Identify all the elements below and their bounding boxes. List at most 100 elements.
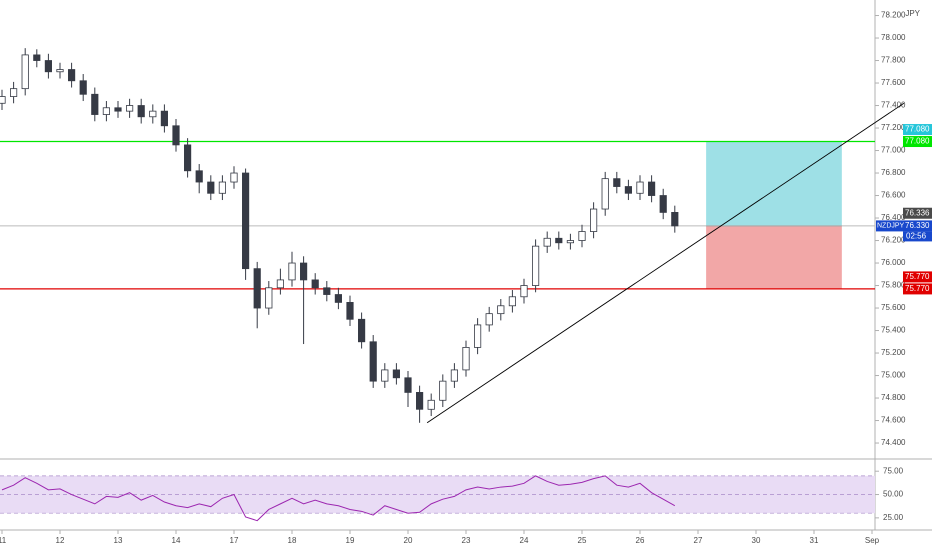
candle-body <box>427 399 435 410</box>
price-badge-text: 77.080 <box>905 125 930 134</box>
y-tick-label: 78.200 <box>881 11 906 20</box>
y-tick-label: 76.000 <box>881 258 906 267</box>
price-badge <box>903 271 932 283</box>
y-tick-label: 75.400 <box>881 326 906 335</box>
candle-body <box>276 279 284 289</box>
y-tick-label: 76.600 <box>881 191 906 200</box>
y-tick-label: 78.000 <box>881 33 906 42</box>
candle-body <box>671 212 679 227</box>
candle-body <box>613 178 621 187</box>
candle-body <box>79 80 87 95</box>
x-tick-label: 27 <box>694 536 703 545</box>
y-tick-label: 75.600 <box>881 303 906 312</box>
candle-body <box>91 93 99 115</box>
candle-body <box>0 96 6 104</box>
y-tick-label: 76.800 <box>881 168 906 177</box>
candle-body <box>590 208 598 232</box>
candle-body <box>532 245 540 286</box>
x-tick-label: 12 <box>56 536 65 545</box>
candle-body <box>474 324 482 348</box>
candle-body <box>218 181 226 194</box>
price-badge <box>903 124 932 136</box>
price-badge <box>903 283 932 295</box>
symbol-badge <box>876 220 903 232</box>
candle-body <box>44 60 52 73</box>
candle-body <box>242 172 250 270</box>
trendline <box>426 102 905 424</box>
candle-body <box>102 107 110 115</box>
candle-body <box>520 285 528 298</box>
candle-body <box>323 287 331 295</box>
candle-body <box>543 237 551 247</box>
currency-label: JPY <box>905 9 920 18</box>
y-tick-label: 77.400 <box>881 101 906 110</box>
y-tick-label: 50.00 <box>883 490 904 499</box>
y-tick-label: 75.200 <box>881 348 906 357</box>
x-tick-label: 13 <box>114 536 123 545</box>
rsi-line <box>1 475 676 522</box>
candle-body <box>311 279 319 289</box>
symbol-text: NZDJPY <box>877 223 905 230</box>
y-tick-label: 75.800 <box>881 281 906 290</box>
candle-body <box>33 54 41 61</box>
countdown-text: 02:56 <box>906 232 927 241</box>
x-tick-label: 30 <box>752 536 761 545</box>
x-tick-label: 19 <box>346 536 355 545</box>
candle-body <box>137 105 145 118</box>
candle-body <box>601 178 609 210</box>
candle-body <box>230 172 238 183</box>
x-tick-label: 25 <box>578 536 587 545</box>
candle-body <box>624 186 632 194</box>
x-tick-label: 23 <box>462 536 471 545</box>
candle-body <box>439 380 447 401</box>
profit-zone <box>706 141 842 226</box>
candle-body <box>346 302 354 320</box>
x-tick-label: 24 <box>520 536 529 545</box>
y-tick-label: 77.000 <box>881 146 906 155</box>
candle-body <box>68 69 76 82</box>
y-tick-label: 77.600 <box>881 78 906 87</box>
candle-body <box>149 110 157 118</box>
y-tick-label: 77.200 <box>881 123 906 132</box>
candle-body <box>392 369 400 379</box>
y-tick-label: 75.000 <box>881 371 906 380</box>
candle-body <box>497 305 505 315</box>
candle-body <box>358 318 366 343</box>
candle-body <box>160 110 168 127</box>
candle-body <box>300 262 308 281</box>
price-badge-text: 75.770 <box>905 284 930 293</box>
candle-body <box>659 195 667 213</box>
candle-body <box>404 377 412 393</box>
last-price-badge-text: 76.330 <box>905 221 930 230</box>
price-pane <box>0 48 875 423</box>
candle-body <box>566 240 574 244</box>
candle-body <box>450 369 458 382</box>
x-tick-label: 17 <box>230 536 239 545</box>
candle-body <box>10 88 18 97</box>
x-tick-label: 11 <box>0 536 7 545</box>
candle-body <box>207 181 215 194</box>
x-tick-label: 20 <box>404 536 413 545</box>
x-tick-label: 18 <box>288 536 297 545</box>
candle-body <box>253 268 261 309</box>
candle-body <box>369 341 377 382</box>
candle-body <box>126 105 134 112</box>
last-price-badge <box>903 220 932 232</box>
candle-body <box>485 313 493 326</box>
candle-body <box>416 392 424 410</box>
price-badge <box>903 136 932 148</box>
candle-body <box>334 294 342 303</box>
x-tick-label: 26 <box>636 536 645 545</box>
price-badge-text: 75.770 <box>905 272 930 281</box>
y-tick-label: 76.400 <box>881 213 906 222</box>
y-tick-label: 74.800 <box>881 393 906 402</box>
x-tick-label: 31 <box>810 536 819 545</box>
price-badge-text: 77.080 <box>905 137 930 146</box>
candle-body <box>462 347 470 371</box>
candle-body <box>265 287 273 309</box>
y-tick-label: 77.800 <box>881 56 906 65</box>
loss-zone <box>706 225 842 289</box>
candle-body <box>172 125 180 146</box>
candle-body <box>578 231 586 241</box>
